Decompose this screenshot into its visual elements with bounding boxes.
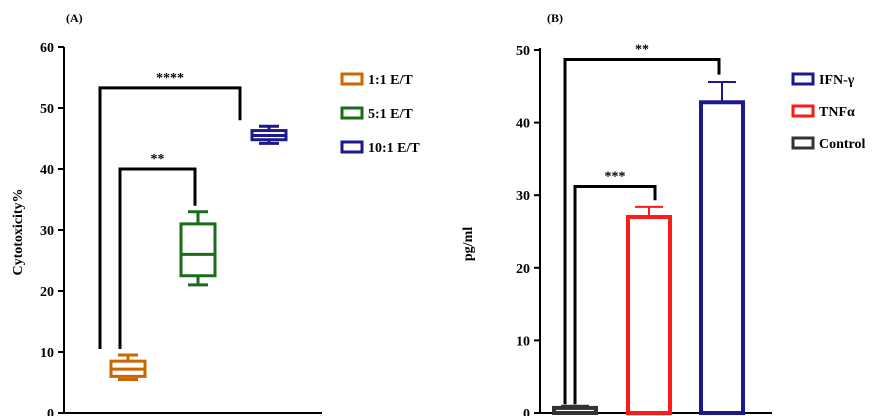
- panel-a-sig-outer-bracket-label: ****: [156, 71, 184, 86]
- box-iqr: [179, 222, 217, 278]
- panel-a-y-ticks: 0 10 20 30 40 50 60: [40, 41, 64, 416]
- panel-a-label: (A): [66, 11, 83, 25]
- panel-b-ytick-label: 20: [516, 262, 530, 277]
- panel-b-sig-inner-bracket-label: ***: [605, 169, 626, 184]
- panel-a-legend-label: 5:1 E/T: [368, 107, 413, 122]
- panel-b-legend-swatch: [791, 104, 815, 118]
- bar: [552, 405, 598, 415]
- panel-b-legend-label: Control: [819, 137, 866, 152]
- panel-a-boxes: [109, 124, 288, 381]
- panel-b-legend: IFN-γ TNFα Control: [791, 72, 866, 152]
- panel-b-legend-swatch: [791, 72, 815, 86]
- panel-b-ylabel: pg/ml: [461, 227, 476, 261]
- panel-b-sig-inner-bracket: [573, 184, 657, 405]
- panel-b-ytick-label: 0: [523, 407, 530, 416]
- panel-a-legend-swatch: [340, 106, 364, 120]
- panel-a-ylabel: Cytotoxicity%: [11, 188, 26, 275]
- panel-a-legend: 1:1 E/T 5:1 E/T 10:1 E/T: [340, 72, 420, 156]
- panel-a-sig-outer-bracket: [98, 86, 242, 350]
- panel-b-significance: *****: [563, 42, 721, 405]
- panel-b-ytick-label: 30: [516, 189, 530, 204]
- panel-a-ytick-label: 10: [40, 346, 54, 361]
- panel-b-legend-label: TNFα: [819, 105, 855, 120]
- panel-a-legend-swatch: [340, 140, 364, 154]
- panel-a-sig-inner-bracket: [118, 167, 197, 350]
- panel-b-y-ticks: 0 10 20 30 40 50: [516, 44, 540, 416]
- panel-b-legend-swatch: [791, 136, 815, 150]
- panel-a-ytick-label: 20: [40, 285, 54, 300]
- panel-b-ytick-label: 40: [516, 117, 530, 132]
- bar: [626, 214, 672, 415]
- panel-b-legend-label: IFN-γ: [819, 73, 855, 88]
- panel-a-ytick-label: 30: [40, 224, 54, 239]
- panel-b-sig-outer-bracket-label: **: [635, 42, 649, 57]
- panel-b-sig-outer-bracket: [563, 57, 721, 405]
- panel-b-label: (B): [547, 11, 563, 25]
- panel-b-bars: [552, 80, 745, 415]
- panel-a-legend-label: 1:1 E/T: [368, 73, 413, 88]
- panel-a-ytick-label: 60: [40, 41, 54, 56]
- panel-a-significance: ******: [98, 71, 242, 350]
- panel-a-legend-label: 10:1 E/T: [368, 141, 420, 156]
- panel-a-legend-swatch: [340, 72, 364, 86]
- panel-a-sig-inner-bracket-label: **: [151, 152, 165, 167]
- panel-b-ytick-label: 50: [516, 44, 530, 59]
- panel-a-ytick-label: 0: [47, 407, 54, 416]
- bar: [699, 100, 745, 415]
- panel-b-ytick-label: 10: [516, 334, 530, 349]
- panel-a-ytick-label: 50: [40, 102, 54, 117]
- panel-a-ytick-label: 40: [40, 163, 54, 178]
